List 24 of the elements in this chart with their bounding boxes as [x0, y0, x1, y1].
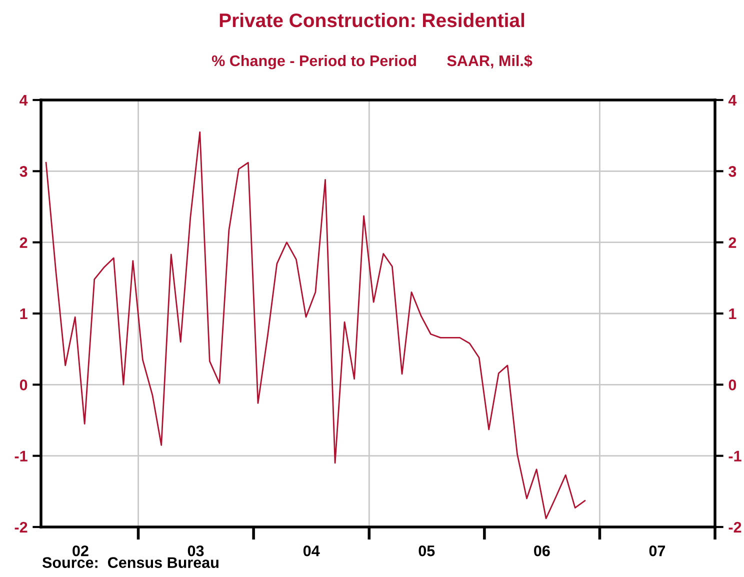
line-series	[45, 131, 586, 520]
y-tick-label: 4	[20, 95, 28, 106]
chart-title: Private Construction: Residential	[220, 12, 524, 28]
x-tick-label: 03	[188, 545, 204, 556]
y2-tick-label: 1	[729, 308, 736, 320]
x-tick-label: 02	[72, 545, 88, 556]
y-tick-label: 1	[20, 308, 28, 320]
y-tick-label: 3	[20, 166, 28, 177]
source-note: Source: Census Bureau	[42, 557, 218, 568]
x-tick-label: 04	[303, 545, 320, 556]
y-tick-label: 2	[20, 237, 28, 248]
y2-tick-label: 2	[728, 237, 736, 248]
x-tick-label: 07	[649, 545, 666, 556]
y2-tick-label: -1	[728, 450, 742, 462]
x-tick-label: 05	[418, 545, 435, 556]
x-tick-label: 06	[534, 545, 550, 556]
y2-tick-label: 3	[728, 166, 736, 177]
y2-tick-label: 4	[728, 95, 737, 106]
y-tick-label: -2	[14, 522, 28, 533]
y-tick-label: 0	[20, 380, 28, 390]
y-tick-label: -1	[14, 450, 28, 462]
y2-tick-label: -2	[728, 522, 742, 533]
chart-subtitle: % Change - Period to Period SAAR, Mil.$	[212, 54, 532, 70]
y2-tick-label: 0	[728, 380, 736, 390]
